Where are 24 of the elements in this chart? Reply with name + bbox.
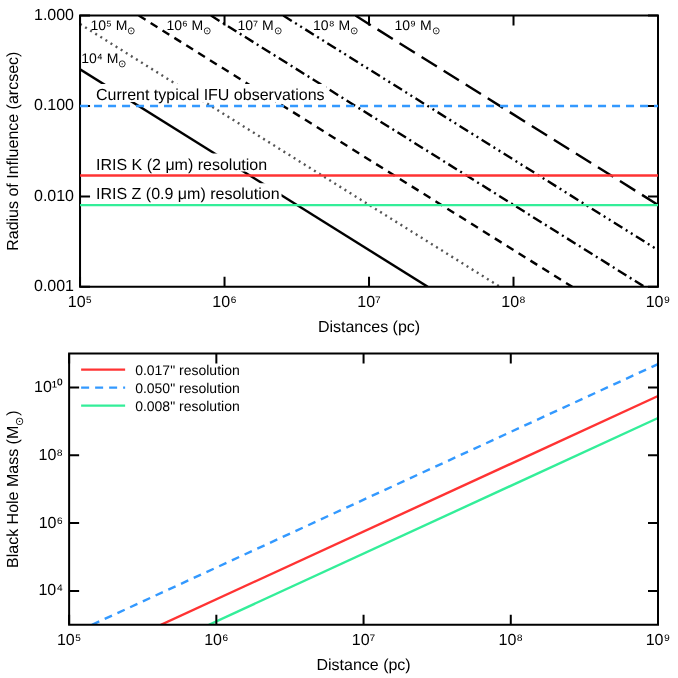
x-tick-label: 10⁵ bbox=[56, 630, 82, 649]
x-tick-label: 10⁸ bbox=[498, 630, 524, 649]
y-tick-label: 0.001 bbox=[33, 277, 76, 296]
x-tick-label: 10⁵ bbox=[67, 292, 93, 311]
x-axis-title: Distance (pc) bbox=[316, 656, 412, 674]
y-tick-label: 10⁸ bbox=[38, 445, 64, 464]
x-tick-label: 10⁸ bbox=[501, 292, 526, 311]
x-tick-label: 10⁷ bbox=[357, 292, 382, 311]
y-tick-label: 10⁶ bbox=[38, 513, 64, 532]
x-tick-label: 10⁶ bbox=[212, 292, 237, 311]
y-tick-label: 0.010 bbox=[33, 186, 76, 205]
ref-line-label: Current typical IFU observations bbox=[96, 86, 325, 104]
x-tick-label: 10⁹ bbox=[645, 630, 671, 649]
y-tick-label: 0.100 bbox=[33, 96, 76, 115]
ref-line-label: IRIS K (2 μm) resolution bbox=[96, 155, 268, 174]
x-tick-label: 10⁶ bbox=[204, 630, 229, 649]
y-axis-title: Radius of Influence (arcsec) bbox=[4, 50, 22, 251]
y-tick-label: 1.000 bbox=[33, 6, 76, 25]
x-tick-label: 10⁷ bbox=[351, 630, 376, 649]
x-tick-label: 10⁹ bbox=[645, 292, 671, 311]
y-tick-label: 10¹⁰ bbox=[34, 377, 64, 396]
x-axis-title: Distances (pc) bbox=[317, 318, 421, 336]
y-tick-label: 10⁴ bbox=[38, 581, 65, 600]
ref-line-label: IRIS Z (0.9 μm) resolution bbox=[96, 185, 280, 204]
